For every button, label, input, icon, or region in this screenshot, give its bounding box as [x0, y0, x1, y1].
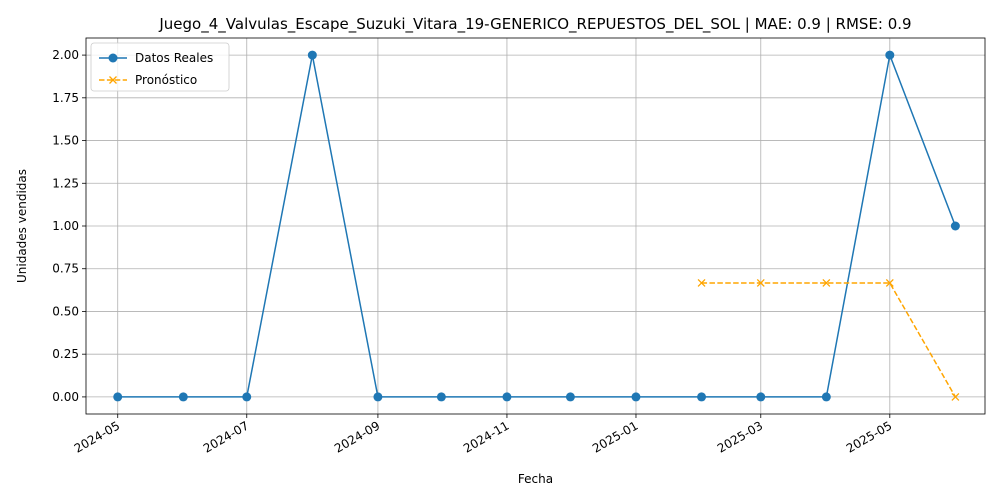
data-point — [756, 392, 766, 402]
x-tick-label: 2025-01 — [590, 418, 640, 455]
data-point — [885, 279, 894, 287]
data-point — [307, 50, 317, 60]
legend-item: Datos Reales — [99, 51, 213, 65]
data-point — [697, 392, 707, 402]
legend: Datos Reales Pronóstico — [90, 42, 230, 92]
series-line — [701, 282, 957, 398]
data-point — [756, 279, 765, 287]
y-axis: 0.00 0.25 0.50 0.75 1.00 1.25 1.50 1.75 2.00 — [52, 48, 86, 404]
data-point — [373, 392, 383, 402]
x-tick-label: 2024-09 — [332, 418, 382, 455]
series-line — [117, 52, 957, 398]
y-axis-title: Unidades vendidas — [15, 169, 29, 283]
series-layer — [113, 50, 960, 402]
x-tick-label: 2025-05 — [844, 418, 894, 455]
chart-title: Juego_4_Valvulas_Escape_Suzuki_Vitara_19… — [158, 15, 911, 34]
data-point — [178, 392, 188, 402]
x-axis-title: Fecha — [518, 472, 553, 486]
y-tick-label: 0.00 — [52, 390, 79, 404]
data-point — [631, 392, 641, 402]
y-tick-label: 2.00 — [52, 48, 79, 62]
legend-box — [90, 42, 230, 92]
data-point — [950, 221, 960, 231]
data-point — [113, 392, 123, 402]
x-tick-label: 2024-07 — [201, 418, 251, 455]
x-tick-label: 2024-05 — [72, 418, 122, 455]
y-tick-label: 1.75 — [52, 91, 79, 105]
legend-item: Pronóstico — [99, 73, 197, 87]
y-tick-label: 0.50 — [52, 304, 79, 318]
legend-marker — [109, 76, 117, 84]
x-tick-label: 2024-11 — [461, 418, 511, 455]
data-point — [436, 392, 446, 402]
grid — [86, 38, 985, 414]
x-axis: 2024-05 2024-07 2024-09 2024-11 2025-01 2025-… — [72, 414, 894, 456]
data-point — [697, 279, 706, 287]
data-point — [502, 392, 512, 402]
y-tick-label: 1.50 — [52, 134, 79, 148]
data-point — [821, 392, 831, 402]
legend-label: Datos Reales — [135, 51, 213, 65]
series-2 — [697, 279, 960, 401]
x-tick-label: 2025-03 — [715, 418, 765, 455]
legend-marker — [108, 53, 118, 63]
data-point — [822, 279, 831, 287]
data-point — [242, 392, 252, 402]
data-point — [565, 392, 575, 402]
y-tick-label: 0.75 — [52, 262, 79, 276]
series-1 — [113, 50, 960, 402]
data-point — [951, 392, 960, 401]
y-tick-label: 1.25 — [52, 176, 79, 190]
data-point — [885, 50, 895, 60]
y-tick-label: 0.25 — [52, 347, 79, 361]
y-tick-label: 1.00 — [52, 219, 79, 233]
legend-label: Pronóstico — [135, 73, 197, 87]
